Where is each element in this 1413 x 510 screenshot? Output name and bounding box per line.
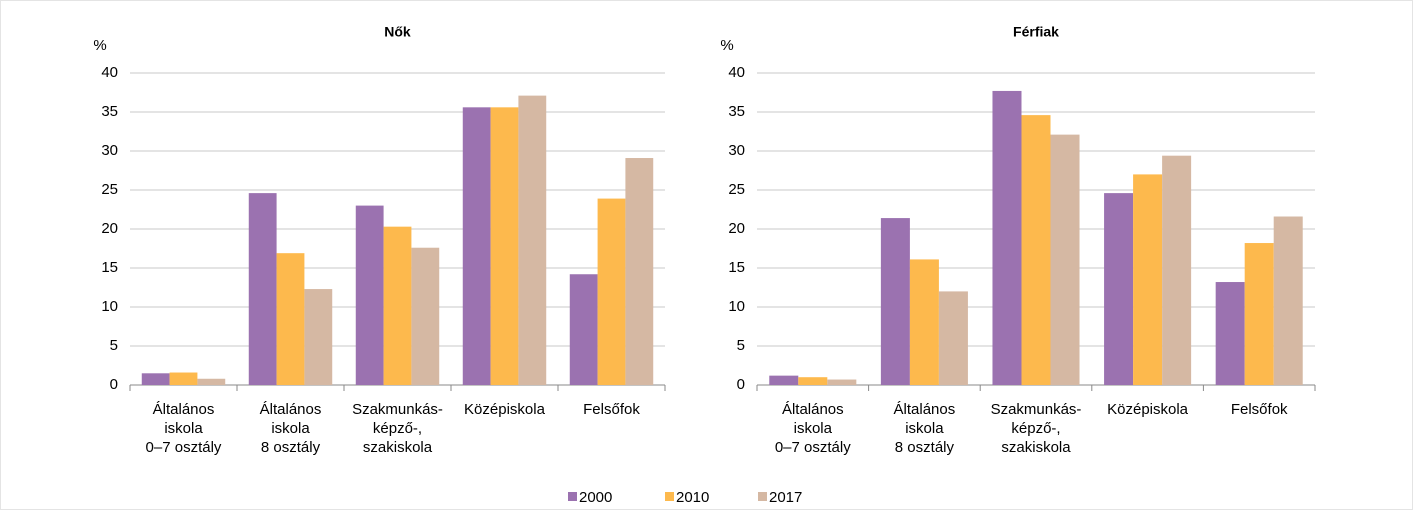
legend-swatch bbox=[758, 492, 767, 501]
bar bbox=[490, 107, 519, 385]
y-tick-label: 40 bbox=[728, 64, 745, 81]
y-tick-label: 35 bbox=[101, 103, 118, 120]
bar bbox=[383, 226, 412, 385]
y-axis-label: % bbox=[720, 37, 733, 54]
bar bbox=[141, 373, 170, 385]
y-tick-label: 30 bbox=[728, 142, 745, 159]
chart-panel: Férfiak% 0 5 10 15 20 25 30 35 40 Általános iskola 0… bbox=[720, 24, 1316, 456]
bar bbox=[462, 107, 491, 385]
bar bbox=[1244, 243, 1274, 385]
y-tick-label: 15 bbox=[101, 259, 118, 276]
x-tick-label: Felsőfok bbox=[583, 401, 640, 418]
x-tick-label: Általános iskola 0–7 osztály bbox=[775, 401, 851, 456]
bar bbox=[992, 90, 1022, 385]
bar bbox=[304, 289, 333, 385]
y-tick-label: 30 bbox=[101, 142, 118, 159]
chart-title: Férfiak bbox=[1013, 24, 1059, 40]
chart-title: Nők bbox=[384, 24, 411, 40]
bar bbox=[411, 247, 440, 385]
bar bbox=[197, 378, 226, 385]
bar bbox=[248, 193, 277, 385]
bar bbox=[355, 205, 384, 385]
y-tick-label: 10 bbox=[728, 298, 745, 315]
y-tick-label: 0 bbox=[737, 376, 745, 393]
y-tick-label: 15 bbox=[728, 259, 745, 276]
bar bbox=[276, 253, 305, 385]
y-tick-label: 20 bbox=[101, 220, 118, 237]
y-tick-label: 25 bbox=[728, 181, 745, 198]
y-tick-label: 40 bbox=[101, 64, 118, 81]
bar bbox=[597, 198, 626, 385]
y-tick-label: 10 bbox=[101, 298, 118, 315]
bar bbox=[1050, 134, 1080, 385]
x-tick-label: Általános iskola 8 osztály bbox=[894, 401, 956, 456]
bar bbox=[798, 377, 828, 385]
bar bbox=[1215, 282, 1245, 385]
bar bbox=[880, 218, 910, 385]
bar bbox=[938, 291, 968, 385]
chart-panel: Nők% 0 5 10 15 20 25 30 35 40 Általános iskola 0–7 o… bbox=[93, 24, 666, 456]
bar bbox=[909, 259, 939, 385]
x-tick-label: Szakmunkás-képző-, szakiskola bbox=[352, 401, 443, 456]
bar bbox=[769, 375, 799, 385]
x-tick-label: Középiskola bbox=[1107, 401, 1189, 418]
bar bbox=[1021, 115, 1051, 386]
legend-swatch bbox=[665, 492, 674, 501]
legend-label: 2000 bbox=[579, 489, 612, 506]
y-tick-label: 35 bbox=[728, 103, 745, 120]
bar bbox=[1133, 174, 1163, 385]
bar bbox=[1162, 155, 1192, 385]
bar bbox=[518, 95, 547, 386]
y-tick-label: 5 bbox=[737, 337, 745, 354]
bar bbox=[169, 372, 198, 385]
bar bbox=[1104, 193, 1134, 385]
x-tick-label: Általános iskola 8 osztály bbox=[260, 401, 322, 456]
x-tick-label: Általános iskola 0–7 osztály bbox=[146, 401, 222, 456]
y-tick-label: 25 bbox=[101, 181, 118, 198]
y-axis-label: % bbox=[93, 37, 106, 54]
bar bbox=[625, 158, 654, 385]
bar bbox=[827, 379, 857, 385]
x-tick-label: Felsőfok bbox=[1231, 401, 1288, 418]
x-tick-label: Középiskola bbox=[464, 401, 546, 418]
legend-label: 2010 bbox=[676, 489, 709, 506]
y-tick-label: 5 bbox=[110, 337, 118, 354]
legend-swatch bbox=[568, 492, 577, 501]
legend-label: 2017 bbox=[769, 489, 802, 506]
y-tick-label: 20 bbox=[728, 220, 745, 237]
x-tick-label: Szakmunkás-képző-, szakiskola bbox=[991, 401, 1082, 456]
bar bbox=[1273, 216, 1303, 385]
y-tick-label: 0 bbox=[110, 376, 118, 393]
bar bbox=[569, 274, 598, 385]
